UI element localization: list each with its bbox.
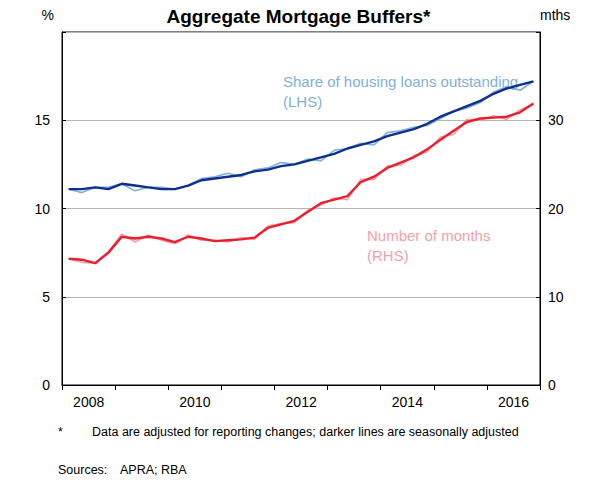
svg-text:15: 15 <box>34 112 50 128</box>
svg-text:20: 20 <box>548 201 564 217</box>
svg-text:10: 10 <box>548 289 564 305</box>
svg-text:2010: 2010 <box>179 394 210 410</box>
svg-text:2014: 2014 <box>392 394 423 410</box>
svg-text:Sources:: Sources: <box>58 463 107 477</box>
svg-text:0: 0 <box>548 377 556 393</box>
svg-text:2016: 2016 <box>498 394 529 410</box>
svg-text:30: 30 <box>548 112 564 128</box>
svg-text:*: * <box>58 425 63 439</box>
svg-text:(LHS): (LHS) <box>283 93 322 110</box>
svg-text:Number of months: Number of months <box>367 227 490 244</box>
svg-text:APRA; RBA: APRA; RBA <box>120 463 187 477</box>
svg-text:(RHS): (RHS) <box>367 247 409 264</box>
svg-text:2012: 2012 <box>286 394 317 410</box>
svg-text:%: % <box>42 7 54 23</box>
svg-text:mths: mths <box>540 7 570 23</box>
svg-text:2008: 2008 <box>73 394 104 410</box>
svg-text:0: 0 <box>42 377 50 393</box>
svg-text:5: 5 <box>42 289 50 305</box>
svg-text:Aggregate Mortgage Buffers*: Aggregate Mortgage Buffers* <box>167 6 432 27</box>
svg-text:Data are adjusted for reportin: Data are adjusted for reporting changes;… <box>92 425 519 439</box>
svg-text:Share of housing loans outstan: Share of housing loans outstanding <box>283 73 518 90</box>
svg-text:10: 10 <box>34 201 50 217</box>
